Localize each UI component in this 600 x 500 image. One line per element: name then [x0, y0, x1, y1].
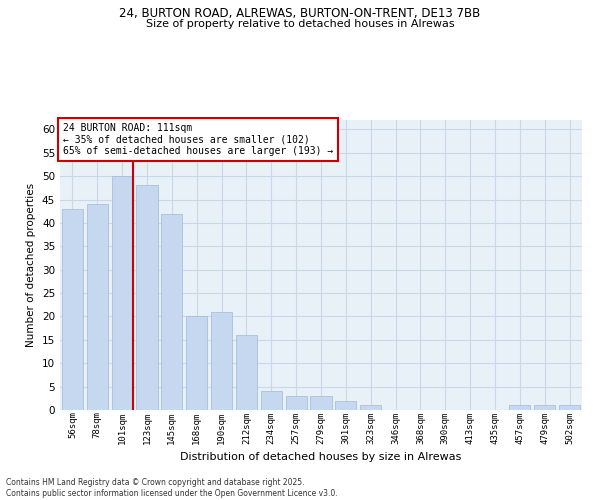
Text: Distribution of detached houses by size in Alrewas: Distribution of detached houses by size … [181, 452, 461, 462]
Bar [360, 406, 381, 410]
Bar [186, 316, 207, 410]
Bar [87, 204, 108, 410]
Text: Contains HM Land Registry data © Crown copyright and database right 2025.
Contai: Contains HM Land Registry data © Crown c… [6, 478, 338, 498]
Bar [559, 406, 580, 410]
Text: Size of property relative to detached houses in Alrewas: Size of property relative to detached ho… [146, 19, 454, 29]
Y-axis label: Number of detached properties: Number of detached properties [26, 183, 37, 347]
Bar [62, 209, 83, 410]
Bar [236, 335, 257, 410]
Bar [534, 406, 555, 410]
Bar [112, 176, 133, 410]
Bar [335, 400, 356, 410]
Bar [261, 392, 282, 410]
Bar [161, 214, 182, 410]
Bar [310, 396, 332, 410]
Bar [211, 312, 232, 410]
Bar [136, 186, 158, 410]
Text: 24, BURTON ROAD, ALREWAS, BURTON-ON-TRENT, DE13 7BB: 24, BURTON ROAD, ALREWAS, BURTON-ON-TREN… [119, 8, 481, 20]
Bar [509, 406, 530, 410]
Text: 24 BURTON ROAD: 111sqm
← 35% of detached houses are smaller (102)
65% of semi-de: 24 BURTON ROAD: 111sqm ← 35% of detached… [62, 123, 333, 156]
Bar [286, 396, 307, 410]
